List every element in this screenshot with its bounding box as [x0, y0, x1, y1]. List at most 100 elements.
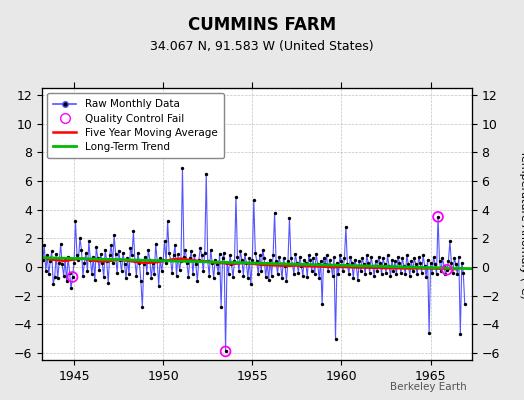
Point: [37, 238, 46, 244]
Point: [394, 254, 402, 260]
Point: [241, 251, 249, 257]
Point: [74, 256, 83, 263]
Point: [172, 272, 181, 279]
Point: [58, 261, 67, 267]
Point: [452, 261, 460, 267]
Point: [459, 270, 467, 276]
Point: [276, 261, 285, 267]
Point: [156, 255, 165, 262]
Point: [261, 274, 270, 280]
Point: [214, 270, 222, 276]
Point: [168, 270, 176, 276]
Point: [320, 255, 328, 262]
Point: [303, 274, 311, 280]
Point: [346, 254, 355, 260]
Point: [43, 252, 51, 259]
Point: [340, 255, 348, 262]
Point: [315, 275, 323, 282]
Point: [212, 261, 221, 267]
Point: [160, 238, 169, 244]
Point: [379, 255, 387, 262]
Point: [440, 262, 448, 269]
Point: [359, 261, 368, 267]
Point: [397, 270, 405, 276]
Point: [409, 268, 417, 274]
Point: [364, 260, 373, 266]
Point: [455, 254, 463, 260]
Point: [199, 268, 208, 274]
Point: [265, 277, 273, 283]
Point: [125, 271, 133, 277]
Point: [117, 268, 126, 274]
Point: [414, 254, 423, 260]
Text: Berkeley Earth: Berkeley Earth: [390, 382, 466, 392]
Point: [263, 260, 271, 266]
Point: [267, 272, 276, 279]
Point: [189, 271, 197, 277]
Point: [282, 278, 291, 284]
Point: [386, 272, 395, 279]
Point: [108, 260, 117, 266]
Point: [91, 277, 99, 283]
Point: [453, 271, 462, 277]
Point: [55, 260, 63, 266]
Point: [331, 335, 340, 342]
Point: [435, 258, 444, 264]
Point: [324, 268, 332, 274]
Point: [356, 268, 365, 274]
Point: [103, 258, 111, 264]
Point: [190, 252, 199, 259]
Point: [210, 275, 218, 282]
Point: [410, 255, 419, 262]
Point: [45, 271, 53, 277]
Point: [374, 254, 383, 260]
Point: [128, 252, 136, 259]
Point: [300, 256, 309, 263]
Point: [68, 274, 77, 280]
Point: [291, 251, 300, 257]
Point: [308, 268, 316, 274]
Point: [429, 254, 438, 260]
Point: [165, 250, 173, 256]
Point: [370, 272, 378, 279]
Point: [86, 256, 94, 263]
Point: [203, 258, 212, 264]
Point: [382, 270, 390, 276]
Point: [296, 254, 304, 260]
Point: [194, 256, 203, 263]
Point: [211, 256, 220, 263]
Point: [416, 260, 424, 266]
Point: [355, 258, 364, 264]
Point: [443, 267, 451, 273]
Point: [89, 254, 97, 260]
Point: [95, 267, 103, 273]
Point: [372, 258, 380, 264]
Point: [59, 272, 68, 279]
Point: [257, 268, 266, 274]
Point: [79, 272, 87, 279]
Point: [377, 271, 386, 277]
Point: [229, 274, 237, 280]
Point: [183, 260, 191, 266]
Point: [50, 274, 59, 280]
Point: [336, 252, 344, 259]
Point: [361, 271, 369, 277]
Point: [284, 258, 292, 264]
Point: [64, 254, 72, 260]
Point: [149, 260, 157, 266]
Point: [100, 274, 108, 280]
Point: [325, 256, 334, 263]
Point: [138, 304, 147, 310]
Point: [219, 255, 227, 262]
Point: [349, 275, 357, 282]
Point: [221, 348, 230, 355]
Point: [278, 275, 286, 282]
Point: [66, 270, 74, 276]
Point: [404, 261, 412, 267]
Point: [181, 246, 190, 253]
Point: [437, 268, 445, 274]
Point: [254, 271, 263, 277]
Point: [456, 331, 464, 338]
Point: [441, 271, 450, 277]
Point: [423, 256, 432, 263]
